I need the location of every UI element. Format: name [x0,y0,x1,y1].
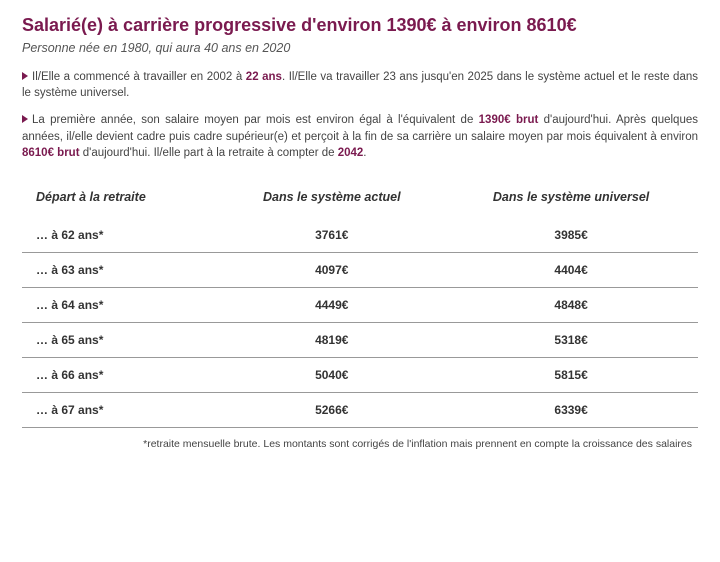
table-cell: … à 66 ans* [22,357,219,392]
text: . [363,147,366,159]
table-cell: 4449€ [219,287,444,322]
paragraph-2: La première année, son salaire moyen par… [22,112,698,162]
table-cell: 5318€ [444,322,698,357]
table-header: Dans le système actuel [219,184,444,218]
table-header: Départ à la retraite [22,184,219,218]
table-row: … à 63 ans*4097€4404€ [22,252,698,287]
table-row: … à 65 ans*4819€5318€ [22,322,698,357]
table-cell: … à 62 ans* [22,218,219,253]
table-header: Dans le système universel [444,184,698,218]
table-cell: … à 67 ans* [22,392,219,427]
table-cell: 4097€ [219,252,444,287]
paragraph-1: Il/Elle a commencé à travailler en 2002 … [22,69,698,102]
table-cell: 3761€ [219,218,444,253]
footnote: *retraite mensuelle brute. Les montants … [22,438,698,450]
table-cell: 4848€ [444,287,698,322]
table-row: … à 66 ans*5040€5815€ [22,357,698,392]
highlight: 22 ans [246,71,282,83]
table-cell: 5266€ [219,392,444,427]
text: d'aujourd'hui. Il/elle part à la retrait… [80,147,338,159]
text: Il/Elle a commencé à travailler en 2002 … [32,71,246,83]
text: La première année, son salaire moyen par… [32,114,479,126]
table-cell: 6339€ [444,392,698,427]
table-cell: 4819€ [219,322,444,357]
table-cell: 5815€ [444,357,698,392]
bullet-icon [22,115,28,123]
highlight: 1390€ brut [479,114,539,126]
highlight: 2042 [338,147,364,159]
page-subtitle: Personne née en 1980, qui aura 40 ans en… [22,41,698,55]
highlight: 8610€ brut [22,147,80,159]
table-cell: 4404€ [444,252,698,287]
table-cell: … à 65 ans* [22,322,219,357]
table-cell: 5040€ [219,357,444,392]
table-cell: … à 64 ans* [22,287,219,322]
bullet-icon [22,72,28,80]
retirement-table: Départ à la retraite Dans le système act… [22,184,698,428]
table-body: … à 62 ans*3761€3985€… à 63 ans*4097€440… [22,218,698,428]
table-row: … à 67 ans*5266€6339€ [22,392,698,427]
table-row: … à 64 ans*4449€4848€ [22,287,698,322]
table-cell: … à 63 ans* [22,252,219,287]
table-cell: 3985€ [444,218,698,253]
table-row: … à 62 ans*3761€3985€ [22,218,698,253]
table-header-row: Départ à la retraite Dans le système act… [22,184,698,218]
page-title: Salarié(e) à carrière progressive d'envi… [22,14,698,37]
